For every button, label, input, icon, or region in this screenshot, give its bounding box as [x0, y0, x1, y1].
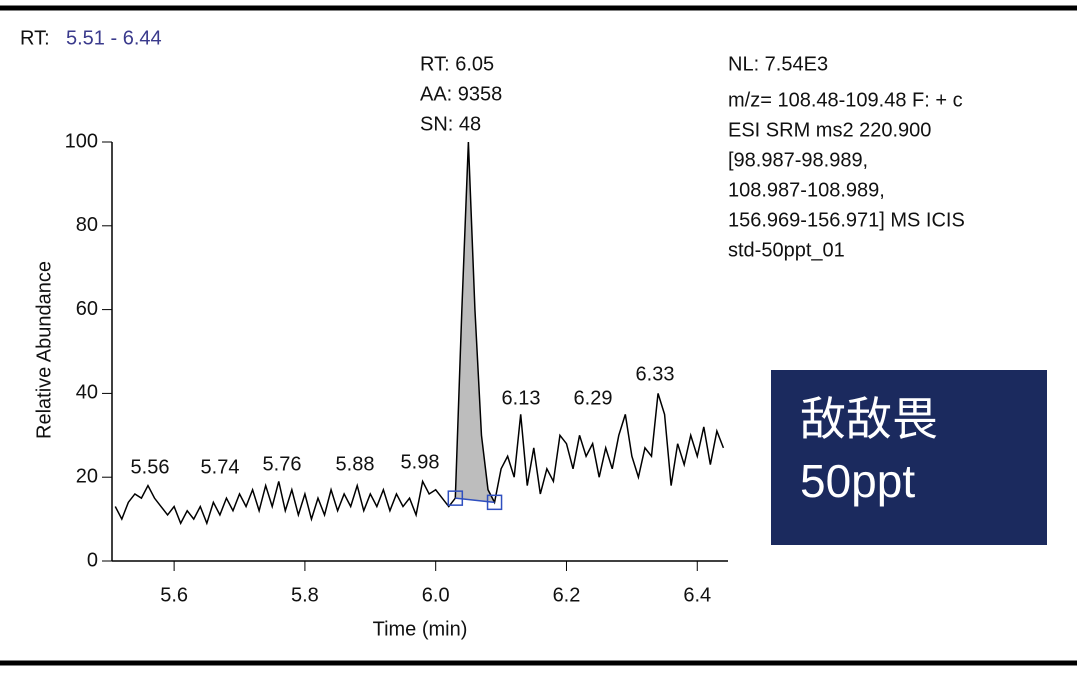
- x-tick-label: 5.6: [160, 584, 188, 606]
- x-tick-label: 5.8: [291, 584, 319, 606]
- x-tick-label: 6.4: [683, 584, 711, 606]
- info-line: std-50ppt_01: [728, 239, 845, 261]
- peak-label: 6.33: [636, 363, 675, 385]
- badge-line: 50ppt: [800, 455, 915, 507]
- y-tick-label: 100: [65, 130, 98, 152]
- info-line: NL: 7.54E3: [728, 53, 828, 75]
- range-prefix: RT:: [20, 27, 50, 49]
- peak-info: SN: 48: [420, 113, 481, 135]
- badge-line: 敌敌畏: [800, 393, 938, 445]
- y-tick-label: 0: [87, 549, 98, 571]
- y-tick-label: 20: [76, 465, 98, 487]
- info-line: [98.987-98.989,: [728, 149, 868, 171]
- range: 5.51 - 6.44: [66, 27, 162, 49]
- peak-info: AA: 9358: [420, 83, 502, 105]
- peak-label: 5.74: [201, 456, 240, 478]
- peak-label: 5.76: [263, 453, 302, 475]
- peak-baseline-marker: [447, 490, 464, 506]
- info-line: 156.969-156.971] MS ICIS: [728, 209, 965, 231]
- x-axis-title: Time (min): [373, 618, 468, 640]
- y-tick-label: 80: [76, 214, 98, 236]
- peak-label: 5.56: [131, 456, 170, 478]
- trace: [114, 141, 725, 526]
- peak-info: RT: 6.05: [420, 53, 494, 75]
- peak-label: 5.98: [401, 451, 440, 473]
- y-axis-title: Relative Abundance: [33, 261, 55, 439]
- peak-baseline-marker: [486, 494, 503, 511]
- peak-label: 6.29: [574, 387, 613, 409]
- peak-label: 5.88: [336, 453, 375, 475]
- info-line: m/z= 108.48-109.48 F: + c: [728, 89, 963, 111]
- y-tick-label: 60: [76, 298, 98, 320]
- x-tick-label: 6.0: [422, 584, 450, 606]
- info-line: ESI SRM ms2 220.900: [728, 119, 931, 141]
- badge-box: [771, 370, 1047, 545]
- peak-label: 6.13: [502, 387, 541, 409]
- info-line: 108.987-108.989,: [728, 179, 885, 201]
- x-tick-label: 6.2: [553, 584, 581, 606]
- y-tick-label: 40: [76, 382, 98, 404]
